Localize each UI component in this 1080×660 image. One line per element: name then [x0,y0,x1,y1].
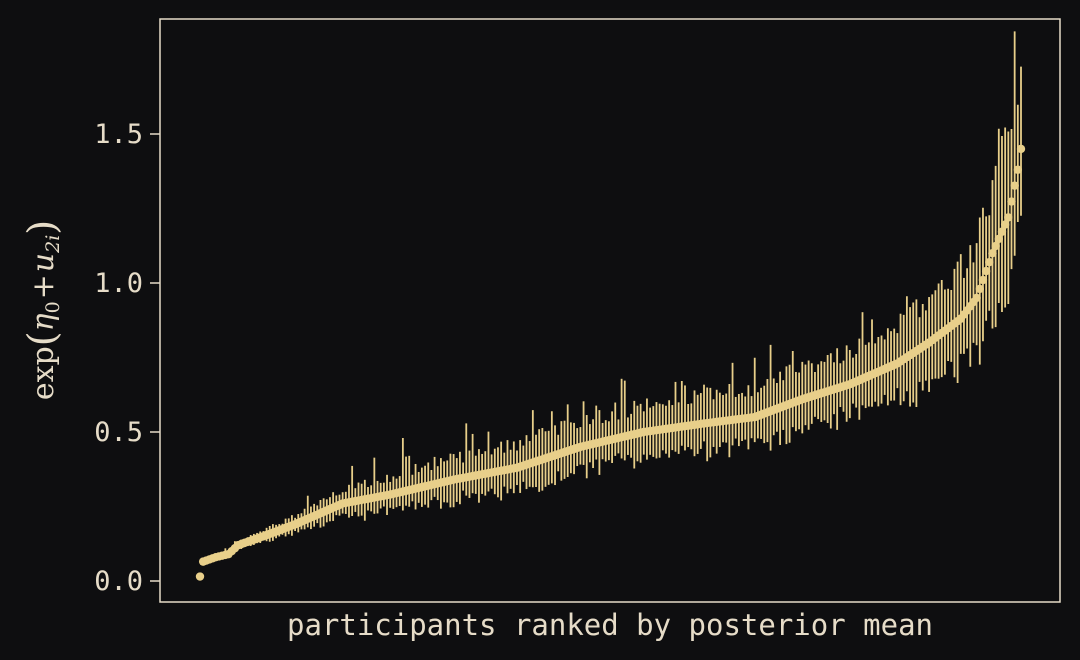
interval-bars [211,31,1022,560]
y-tick-label: 1.5 [94,119,143,150]
x-axis-title: participants ranked by posterior mean [287,608,933,642]
mean-point [994,234,1004,244]
mean-point [981,266,991,276]
mean-point [1004,213,1013,222]
mean-point [1016,144,1026,154]
mean-point [1010,181,1019,190]
y-tick-label: 0.5 [94,417,143,448]
mean-point [1000,220,1010,229]
mean-point [978,275,988,285]
mean-point [1013,165,1023,174]
mean-point [1007,197,1016,206]
mean-point [975,284,984,294]
y-axis: 0.0 0.5 1.0 1.5 [94,119,160,597]
y-tick-label: 1.0 [94,268,143,299]
mean-point [997,227,1007,236]
plot-frame [159,18,1061,603]
posterior-mean-points [195,144,1026,581]
y-axis-title: exp(η0+u2i) [20,220,64,400]
y-tick-label: 0.0 [94,566,143,597]
mean-point [991,241,1000,251]
mean-point [988,249,997,258]
mean-point [985,257,994,267]
mean-point [195,572,205,581]
mean-point [972,293,981,303]
